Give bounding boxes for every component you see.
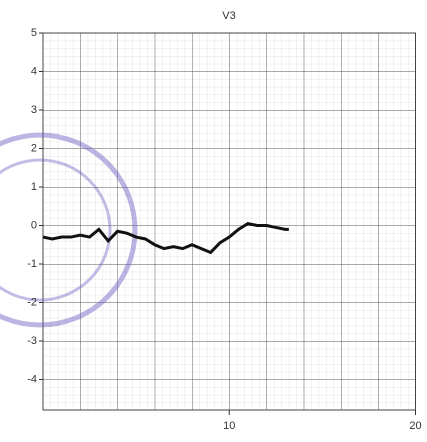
x-tick-label: 20 <box>409 420 421 432</box>
ecg-trace <box>42 221 289 255</box>
y-tick-label: 5 <box>31 27 37 39</box>
y-tick-label: -4 <box>27 373 37 385</box>
stamp-inner <box>0 158 112 302</box>
y-tick-label: -3 <box>27 335 37 347</box>
y-tick-label: 4 <box>31 65 37 77</box>
chart-title: V3 <box>222 10 235 22</box>
x-tick-label: 10 <box>223 420 235 432</box>
major-grid <box>42 32 416 411</box>
y-tick-label: 1 <box>31 181 37 193</box>
y-tick-label: -1 <box>27 258 37 270</box>
y-tick-label: 2 <box>31 142 37 154</box>
y-tick-label: 3 <box>31 104 37 116</box>
stamp <box>0 132 138 328</box>
y-tick-label: 0 <box>31 219 37 231</box>
y-tick-label: -2 <box>27 296 37 308</box>
